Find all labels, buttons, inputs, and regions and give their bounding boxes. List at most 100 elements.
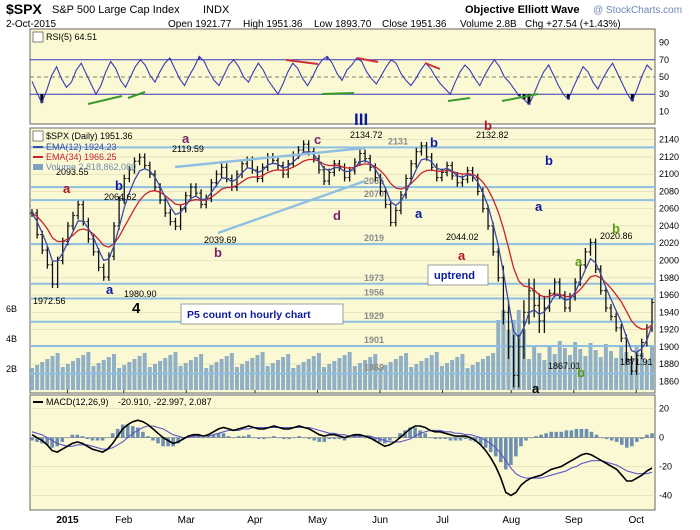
volume-bar [214, 362, 219, 390]
macd-histogram-bar [65, 437, 70, 439]
volume-bar [332, 361, 337, 390]
price-tick-label: 2040 [659, 221, 679, 231]
level-label-2019: 2019 [364, 233, 384, 243]
macd-histogram-bar [161, 437, 165, 447]
volume-bar [81, 355, 86, 390]
volume-bar [573, 342, 578, 390]
volume-bar [445, 363, 450, 390]
volume-bar [450, 360, 455, 390]
volume-bar [260, 352, 265, 390]
macd-tick-label: 20 [659, 404, 669, 414]
volume-bar [532, 346, 537, 390]
price-legend-icon [32, 130, 44, 142]
ema34-line [31, 158, 653, 330]
price-legend-label: $SPX (Daily) 1951.36 [46, 131, 133, 141]
price-tick-label: 2100 [659, 169, 679, 179]
macd-histogram-bar [206, 436, 211, 438]
exchange-label: INDX [203, 4, 230, 16]
rsi-tick-label: 50 [659, 72, 669, 82]
macd-histogram-bar [55, 437, 60, 447]
macd-histogram-bar [584, 428, 589, 438]
price-tick-label: 1880 [659, 359, 679, 369]
macd-xtick-label: Apr [247, 515, 263, 526]
macd-histogram-bar [398, 433, 402, 438]
macd-histogram-bar [141, 431, 145, 438]
volume-bar [55, 353, 60, 390]
volume-bar [414, 364, 419, 390]
volume-bar [101, 360, 106, 390]
volume-bar [30, 368, 34, 390]
macd-histogram-bar [85, 437, 90, 440]
macd-histogram-bar [277, 437, 281, 439]
rsi-tick-label: 10 [659, 106, 669, 116]
macd-histogram-bar [75, 434, 80, 438]
volume-bar [127, 362, 132, 390]
level-label-1973: 1973 [364, 273, 384, 283]
macd-histogram-bar [352, 436, 357, 438]
lower-trendline [217, 179, 366, 235]
macd-histogram-bar [504, 437, 508, 470]
rsi-divergence-lines [87, 57, 539, 105]
high-value: High 1951.36 [243, 19, 303, 30]
macd-histogram-bar [50, 437, 54, 448]
wave-label-blue-a-jun: a [415, 206, 423, 221]
volume-bar [603, 344, 608, 390]
volume-bar [35, 365, 40, 390]
volume-bar [609, 351, 614, 390]
macd-histogram-bar [524, 437, 528, 441]
volume-bar [173, 352, 178, 390]
macd-histogram-bar [478, 437, 483, 445]
wave-label-blue-b-aug: b [545, 153, 553, 168]
price-label-2064: 2064.62 [104, 192, 137, 202]
wave-label-purple-c-may: c [314, 132, 321, 147]
rsi-bull-divergence-1 [87, 95, 123, 105]
wave-label-blue-b-feb: b [115, 178, 123, 193]
macd-panel: -40 -20 0 20 MACD(12,26,9) -20.910, -22.997… [29, 394, 672, 511]
price-label-2134: 2134.72 [350, 130, 383, 140]
macd-xtick-label: Sep [565, 515, 583, 526]
macd-histogram-bar [272, 436, 276, 438]
macd-histogram-bar [342, 437, 347, 441]
date-label: 2-Oct-2015 [6, 19, 56, 30]
macd-histogram-bar [428, 437, 433, 439]
macd-histogram-bar [292, 437, 296, 439]
volume-bar [142, 353, 147, 390]
macd-histogram-bar [80, 436, 85, 438]
volume-bar [245, 361, 250, 390]
macd-histogram-bar [307, 437, 312, 440]
macd-histogram-bar [322, 437, 327, 442]
macd-histogram-bar [30, 437, 34, 441]
macd-histogram-bar [105, 437, 110, 439]
price-legend: $SPX (Daily) 1951.36 EMA(12) 1924.23 EMA… [32, 130, 136, 172]
macd-histogram-bar [418, 430, 422, 438]
wave-label-purple-a-mar: a [182, 131, 190, 146]
ema12-line [31, 151, 653, 354]
macd-histogram-bar [589, 431, 594, 438]
volume-bar [168, 355, 173, 390]
volume-bar [111, 354, 116, 390]
volume-bar [373, 354, 378, 390]
macd-histogram-bar [302, 437, 306, 439]
volume-bar [434, 352, 439, 390]
macd-legend: MACD(12,26,9) -20.910, -22.997, 2.087 [33, 397, 212, 407]
rsi-panel: 10 30 50 70 90 RSI(5) 64.51 [29, 28, 669, 125]
volume-bar [183, 363, 188, 390]
macd-histogram-bar [110, 433, 115, 438]
rsi-series-line [31, 55, 653, 106]
volume-bar [465, 368, 470, 390]
macd-histogram-bar [509, 437, 513, 466]
volume-bar [363, 360, 368, 390]
volume-bar [91, 366, 96, 390]
macd-histogram-bar [35, 437, 39, 442]
macd-histogram-bar [287, 437, 291, 440]
volume-bar [316, 353, 321, 390]
open-value: Open 1921.77 [168, 19, 232, 30]
volume-bar [286, 354, 291, 390]
macd-legend-values: -20.910, -22.997, 2.087 [118, 397, 212, 407]
volume-tick-label: 2B [6, 364, 17, 374]
level-label-2070: 2070 [364, 189, 384, 199]
rsi-tick-label: 70 [659, 55, 669, 65]
ema34-legend-label: EMA(34) 1966.25 [46, 152, 117, 162]
macd-histogram-bar [388, 437, 392, 441]
macd-xtick-label: 2015 [56, 515, 79, 526]
